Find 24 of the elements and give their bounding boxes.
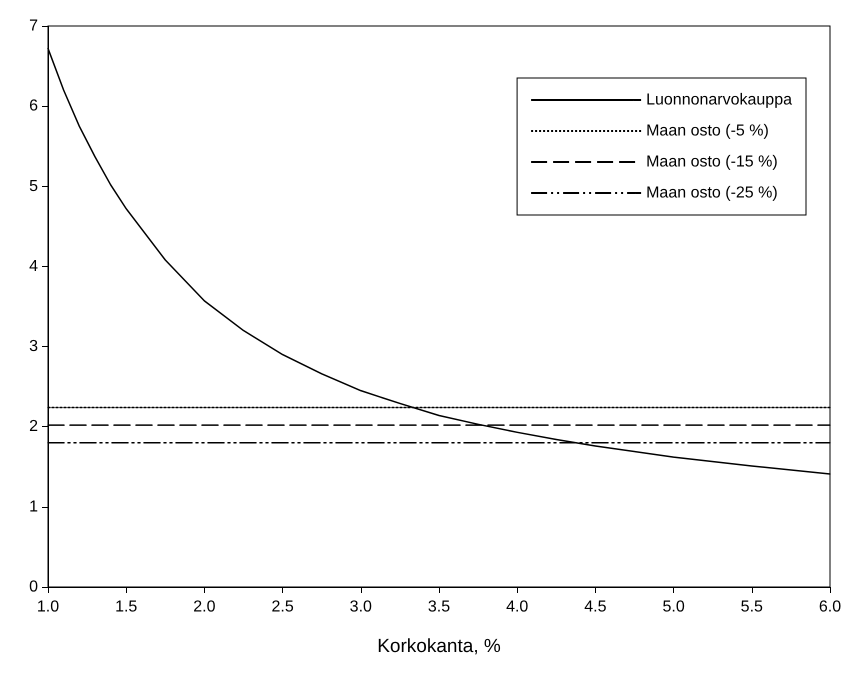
x-axis-title: Korkokanta, % <box>377 636 501 657</box>
y-tick-label: 2 <box>29 418 38 436</box>
y-tick-label: 7 <box>29 18 38 34</box>
x-tick-label: 3.5 <box>428 598 450 616</box>
legend-label: Maan osto (-25 %) <box>646 184 778 202</box>
y-tick-label: 4 <box>29 258 38 275</box>
x-tick-label: 2.5 <box>271 598 294 616</box>
y-tick-label: 1 <box>29 498 38 516</box>
y-tick-label: 3 <box>29 338 38 356</box>
legend-label: Maan osto (-5 %) <box>646 122 769 140</box>
x-tick-label: 1.5 <box>115 598 138 616</box>
x-tick-label: 3.0 <box>350 598 372 616</box>
y-tick-label: 6 <box>29 98 38 115</box>
x-tick-label: 1.0 <box>36 598 60 616</box>
x-tick-label: 2.0 <box>193 598 216 616</box>
legend-label: Luonnonarvokauppa <box>646 92 792 108</box>
x-tick-label: 5.0 <box>662 598 685 616</box>
x-tick-label: 6.0 <box>818 598 842 616</box>
y-tick-label: 5 <box>29 178 38 195</box>
y-tick-label: 0 <box>29 578 38 596</box>
x-tick-label: 5.5 <box>740 598 764 616</box>
x-tick-label: 4.0 <box>506 598 528 616</box>
legend-label: Maan osto (-15 %) <box>646 154 778 170</box>
x-tick-label: 4.5 <box>584 598 607 616</box>
